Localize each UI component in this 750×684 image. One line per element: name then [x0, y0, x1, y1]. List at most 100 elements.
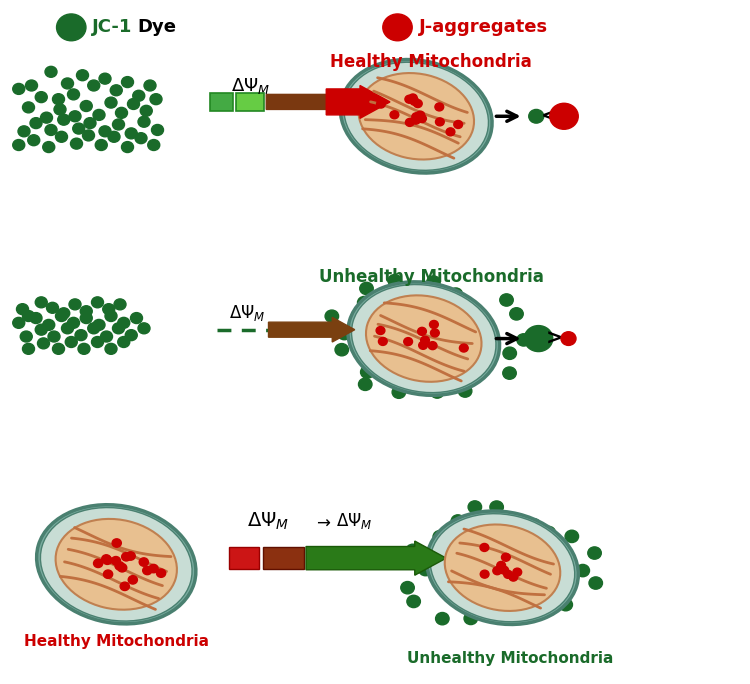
Circle shape — [157, 569, 166, 577]
Circle shape — [65, 337, 77, 347]
Circle shape — [88, 323, 100, 334]
Circle shape — [30, 118, 42, 129]
Circle shape — [92, 297, 104, 308]
Circle shape — [480, 544, 489, 551]
Text: $\Delta\Psi_M$: $\Delta\Psi_M$ — [231, 75, 270, 96]
Circle shape — [388, 274, 401, 287]
Circle shape — [69, 111, 81, 122]
Circle shape — [530, 602, 543, 614]
Circle shape — [22, 343, 34, 354]
Ellipse shape — [352, 285, 496, 393]
Circle shape — [138, 323, 150, 334]
Circle shape — [38, 338, 50, 349]
Text: Healthy Mitochondria: Healthy Mitochondria — [330, 53, 532, 70]
Circle shape — [517, 334, 530, 346]
Circle shape — [480, 570, 489, 578]
Circle shape — [108, 131, 120, 142]
Text: $\Delta\Psi_M$: $\Delta\Psi_M$ — [336, 511, 372, 531]
Circle shape — [129, 594, 141, 605]
Circle shape — [13, 317, 25, 328]
Circle shape — [513, 568, 522, 576]
Circle shape — [68, 317, 80, 328]
Circle shape — [135, 133, 147, 144]
Circle shape — [428, 341, 437, 350]
Circle shape — [150, 94, 162, 105]
Circle shape — [84, 118, 96, 129]
Circle shape — [589, 577, 602, 589]
Circle shape — [529, 109, 544, 123]
Ellipse shape — [445, 525, 560, 611]
Circle shape — [361, 366, 374, 378]
Circle shape — [103, 304, 115, 315]
Ellipse shape — [427, 511, 578, 624]
Circle shape — [500, 294, 513, 306]
Text: $\Delta\Psi_M$: $\Delta\Psi_M$ — [248, 510, 290, 532]
Circle shape — [436, 612, 449, 624]
Circle shape — [382, 14, 412, 41]
Bar — [262, 547, 304, 569]
Circle shape — [95, 140, 107, 150]
Circle shape — [75, 330, 87, 341]
Circle shape — [120, 582, 129, 590]
Circle shape — [413, 113, 422, 121]
Circle shape — [128, 98, 140, 109]
Circle shape — [358, 296, 371, 308]
Circle shape — [112, 539, 122, 547]
Circle shape — [35, 324, 47, 335]
Circle shape — [144, 80, 156, 91]
Circle shape — [418, 328, 427, 335]
Circle shape — [153, 587, 165, 598]
Circle shape — [100, 331, 112, 342]
Circle shape — [503, 367, 516, 379]
Circle shape — [48, 331, 60, 342]
Ellipse shape — [340, 60, 492, 173]
Circle shape — [509, 573, 518, 581]
Circle shape — [45, 124, 57, 135]
Text: $\rightarrow$: $\rightarrow$ — [314, 512, 332, 530]
Circle shape — [496, 562, 506, 569]
Circle shape — [13, 83, 25, 94]
Circle shape — [125, 128, 137, 139]
Circle shape — [54, 104, 66, 115]
Circle shape — [68, 585, 80, 596]
Ellipse shape — [348, 282, 500, 395]
Circle shape — [112, 323, 125, 334]
Circle shape — [360, 282, 374, 295]
Circle shape — [449, 288, 463, 300]
Circle shape — [502, 553, 510, 562]
Circle shape — [53, 343, 64, 354]
Circle shape — [412, 113, 421, 121]
Circle shape — [122, 553, 130, 561]
Circle shape — [138, 116, 150, 127]
Circle shape — [446, 128, 454, 136]
Circle shape — [325, 310, 338, 322]
Circle shape — [419, 564, 432, 576]
Circle shape — [68, 534, 80, 544]
Circle shape — [92, 337, 104, 347]
Circle shape — [118, 317, 130, 328]
Circle shape — [102, 555, 111, 563]
Circle shape — [427, 276, 440, 288]
Circle shape — [527, 518, 541, 531]
Circle shape — [18, 126, 30, 137]
Circle shape — [508, 609, 521, 622]
Circle shape — [80, 101, 92, 111]
Circle shape — [28, 135, 40, 146]
Circle shape — [22, 311, 34, 321]
Circle shape — [335, 343, 349, 356]
Circle shape — [410, 97, 419, 105]
Ellipse shape — [56, 519, 177, 609]
Circle shape — [40, 112, 53, 123]
Circle shape — [166, 555, 178, 566]
Circle shape — [111, 557, 121, 565]
Circle shape — [152, 124, 164, 135]
Circle shape — [115, 562, 125, 570]
Ellipse shape — [344, 62, 488, 170]
Circle shape — [105, 343, 117, 354]
Circle shape — [20, 331, 32, 342]
Circle shape — [103, 556, 112, 564]
Circle shape — [435, 103, 444, 111]
Circle shape — [500, 566, 508, 574]
Circle shape — [30, 313, 42, 324]
Text: Healthy Mitochondria: Healthy Mitochondria — [24, 634, 209, 649]
